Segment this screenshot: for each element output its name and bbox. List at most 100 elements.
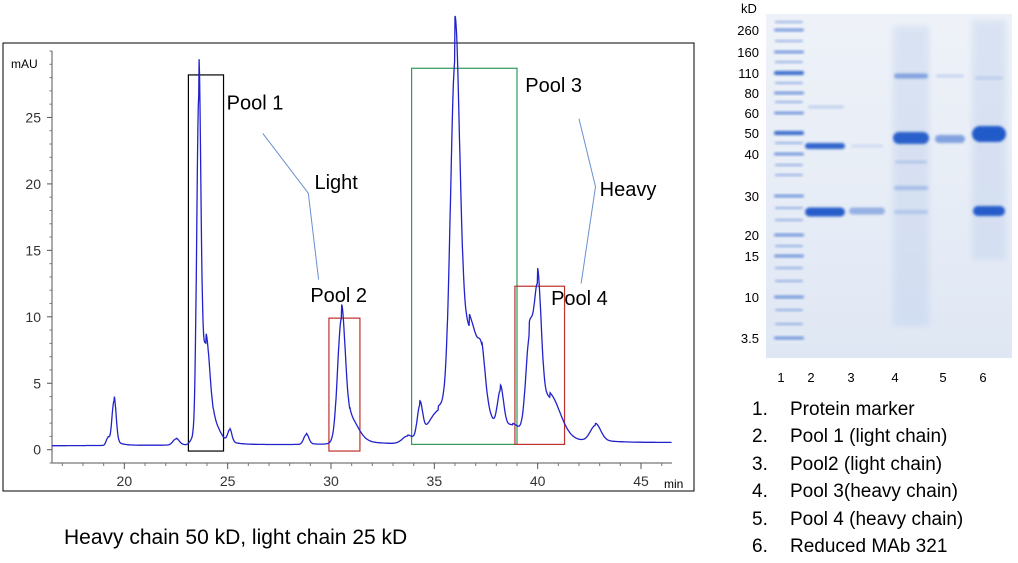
annotation-label: Pool 4 xyxy=(551,288,608,310)
marker-band xyxy=(774,254,804,258)
gel-marker-label: 160 xyxy=(737,45,759,60)
marker-band xyxy=(774,111,804,115)
lane-4-band xyxy=(894,73,928,79)
gel-marker-label: 15 xyxy=(745,249,759,264)
lane-2-band xyxy=(805,207,845,217)
pool-box-3 xyxy=(411,67,518,445)
chromatogram-trace xyxy=(52,15,672,447)
gel-marker-label: 50 xyxy=(745,126,759,141)
marker-band xyxy=(774,336,804,340)
marker-band-minor xyxy=(775,218,803,222)
lane-5-band xyxy=(936,74,964,78)
marker-band-minor xyxy=(775,322,803,326)
legend-item-text: Pool 1 (light chain) xyxy=(790,426,948,448)
gel-marker-label: 110 xyxy=(738,66,759,81)
lane-2-band xyxy=(808,105,844,109)
figure-caption: Heavy chain 50 kD, light chain 25 kD xyxy=(64,526,408,549)
annotation-label: Pool 1 xyxy=(227,92,284,114)
lane-3-band xyxy=(849,207,885,215)
marker-band xyxy=(774,28,804,32)
legend-item-text: Pool 3(heavy chain) xyxy=(790,481,958,503)
gel-lane-label: 1 xyxy=(777,370,784,385)
lane-4-band xyxy=(894,210,928,214)
marker-band xyxy=(774,91,804,95)
gel-lane-label: 3 xyxy=(847,370,854,385)
y-tick-label: 0 xyxy=(33,442,41,458)
y-tick-label: 10 xyxy=(25,309,41,325)
legend-item: 2. Pool 1 (light chain) xyxy=(752,423,963,450)
lane-6-band xyxy=(975,76,1003,80)
y-tick-label: 5 xyxy=(33,375,41,391)
gel-lane-label: 5 xyxy=(939,370,946,385)
gel-marker-label: 3.5 xyxy=(741,331,759,346)
x-tick-label: 30 xyxy=(323,473,339,489)
x-tick-label: 25 xyxy=(220,473,236,489)
legend-item-text: Protein marker xyxy=(790,399,915,420)
x-tick-label: 35 xyxy=(427,473,443,489)
y-tick-label: 25 xyxy=(25,109,41,125)
y-axis-unit-label: mAU xyxy=(11,57,38,71)
marker-band-minor xyxy=(775,279,803,283)
lane-4-band xyxy=(895,160,927,164)
marker-band-minor xyxy=(775,308,803,312)
legend-item-text: Pool 4 (heavy chain) xyxy=(790,508,964,530)
marker-band-minor xyxy=(775,244,803,248)
lane-4-band xyxy=(894,186,928,190)
marker-band xyxy=(774,71,804,75)
sds-page-gel-panel: 260 160 110 80 60 50 40 30 20 15 10 3.5 kD 1 2 3 4 5 6 xyxy=(700,0,1018,563)
marker-band-minor xyxy=(775,141,803,145)
marker-band-minor xyxy=(775,39,803,43)
x-axis-unit-label: min xyxy=(664,477,683,491)
legend-item-number: 3. xyxy=(752,453,768,475)
gel-marker-label: 10 xyxy=(745,290,759,305)
gel-marker-label: 80 xyxy=(745,86,759,101)
gel-kd-axis-title: kD xyxy=(741,1,757,16)
legend-item: 5. Pool 4 (heavy chain) xyxy=(752,506,963,533)
lane-6-band xyxy=(973,206,1005,216)
marker-band-minor xyxy=(775,60,803,64)
legend-item-number: 5. xyxy=(752,508,768,530)
legend-item: 6. Reduced MAb 321 xyxy=(752,533,963,560)
gel-smear-lane-4 xyxy=(893,26,929,326)
y-tick-label: 20 xyxy=(25,176,41,192)
gel-image xyxy=(766,14,1012,358)
legend-item: 3. Pool2 (light chain) xyxy=(752,451,963,478)
x-tick-label: 20 xyxy=(117,473,133,489)
legend-item-number: 6. xyxy=(752,535,768,557)
legend-item-number: 2. xyxy=(752,426,768,448)
y-tick-label: 15 xyxy=(25,242,41,258)
annotation-label: Light xyxy=(314,172,358,194)
pool-box-2 xyxy=(328,317,361,452)
heavy-connector-line xyxy=(578,118,597,284)
marker-band-minor xyxy=(775,163,803,167)
x-tick-label: 40 xyxy=(530,473,546,489)
marker-band-minor xyxy=(775,206,803,210)
lane-4-band xyxy=(893,132,929,144)
legend-item-text: Pool2 (light chain) xyxy=(790,453,943,475)
gel-marker-label: 20 xyxy=(745,228,759,243)
pool-box-1 xyxy=(187,74,225,452)
gel-marker-label: 260 xyxy=(737,23,759,38)
gel-lane-label: 4 xyxy=(891,370,898,385)
annotation-label: Heavy xyxy=(600,179,657,201)
lane-5-band xyxy=(935,135,965,143)
chromatogram-chart: 0 5 10 15 20 25 20 25 30 35 40 45 Pool 1 Light Pool 2… xyxy=(2,15,695,492)
annotation-label: Pool 2 xyxy=(310,285,367,307)
marker-band xyxy=(774,50,804,54)
legend-item: 4. Pool 3(heavy chain) xyxy=(752,478,963,505)
gel-lane-legend: 1. Protein marker 2. Pool 1 (light chain) 3.… xyxy=(752,396,963,560)
marker-band-minor xyxy=(775,100,803,104)
marker-band-minor xyxy=(775,173,803,177)
annotation-label: Pool 3 xyxy=(525,75,582,97)
marker-band xyxy=(774,295,804,299)
marker-band xyxy=(774,194,804,198)
gel-marker-label: 40 xyxy=(745,147,759,162)
marker-band-minor xyxy=(775,266,803,270)
gel-lane-label: 6 xyxy=(979,370,986,385)
marker-band xyxy=(774,152,804,156)
light-connector-line xyxy=(262,133,320,280)
gel-marker-label: 30 xyxy=(745,189,759,204)
lane-6-band xyxy=(972,126,1006,142)
legend-item-number: 4. xyxy=(752,481,768,503)
lane-3-band xyxy=(851,144,883,148)
